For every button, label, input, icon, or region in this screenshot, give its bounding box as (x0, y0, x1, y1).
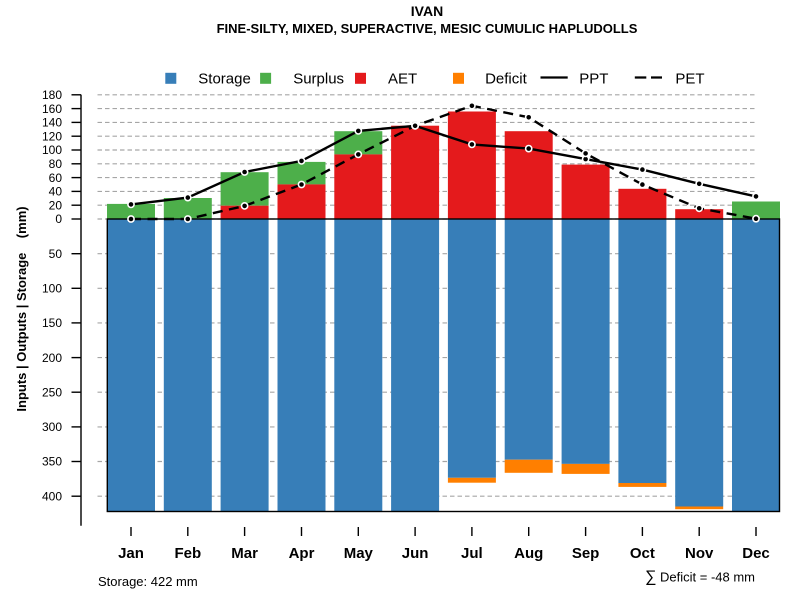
svg-text:Jan: Jan (118, 545, 144, 562)
svg-text:20: 20 (49, 198, 63, 212)
svg-text:40: 40 (49, 185, 63, 199)
svg-text:300: 300 (42, 420, 62, 434)
svg-text:100: 100 (42, 282, 62, 296)
svg-text:250: 250 (42, 385, 62, 399)
svg-text:Apr: Apr (289, 545, 315, 562)
svg-text:50: 50 (49, 247, 63, 261)
svg-text:FINE-SILTY, MIXED, SUPERACTIVE: FINE-SILTY, MIXED, SUPERACTIVE, MESIC CU… (217, 21, 638, 36)
svg-text:Oct: Oct (630, 545, 655, 562)
svg-text:60: 60 (49, 171, 63, 185)
svg-text:160: 160 (42, 102, 62, 116)
svg-text:140: 140 (42, 116, 62, 130)
svg-text:May: May (344, 545, 374, 562)
svg-text:Jun: Jun (402, 545, 429, 562)
svg-text:Jul: Jul (461, 545, 483, 562)
svg-text:400: 400 (42, 489, 62, 503)
svg-text:Nov: Nov (685, 545, 714, 562)
svg-text:∑ Deficit = -48 mm: ∑ Deficit = -48 mm (645, 569, 755, 586)
svg-text:120: 120 (42, 129, 62, 143)
svg-text:350: 350 (42, 455, 62, 469)
svg-text:Feb: Feb (174, 545, 201, 562)
svg-text:80: 80 (49, 157, 63, 171)
svg-text:Mar: Mar (231, 545, 258, 562)
svg-text:Dec: Dec (742, 545, 770, 562)
svg-text:Deficit: Deficit (485, 71, 528, 88)
svg-text:Sep: Sep (572, 545, 600, 562)
svg-text:IVAN: IVAN (411, 3, 443, 19)
svg-text:Storage: 422 mm: Storage: 422 mm (98, 574, 198, 589)
svg-text:180: 180 (42, 88, 62, 102)
svg-text:AET: AET (388, 71, 417, 88)
svg-text:PET: PET (675, 71, 704, 88)
svg-text:100: 100 (42, 143, 62, 157)
svg-text:0: 0 (55, 212, 62, 226)
svg-text:PPT: PPT (579, 71, 608, 88)
svg-text:Inputs | Outputs | Storage: Inputs | Outputs | Storage (mm) (14, 206, 29, 411)
svg-text:Aug: Aug (514, 545, 543, 562)
svg-text:150: 150 (42, 316, 62, 330)
svg-text:Surplus: Surplus (293, 71, 344, 88)
svg-text:Storage: Storage (198, 71, 251, 88)
svg-text:200: 200 (42, 351, 62, 365)
